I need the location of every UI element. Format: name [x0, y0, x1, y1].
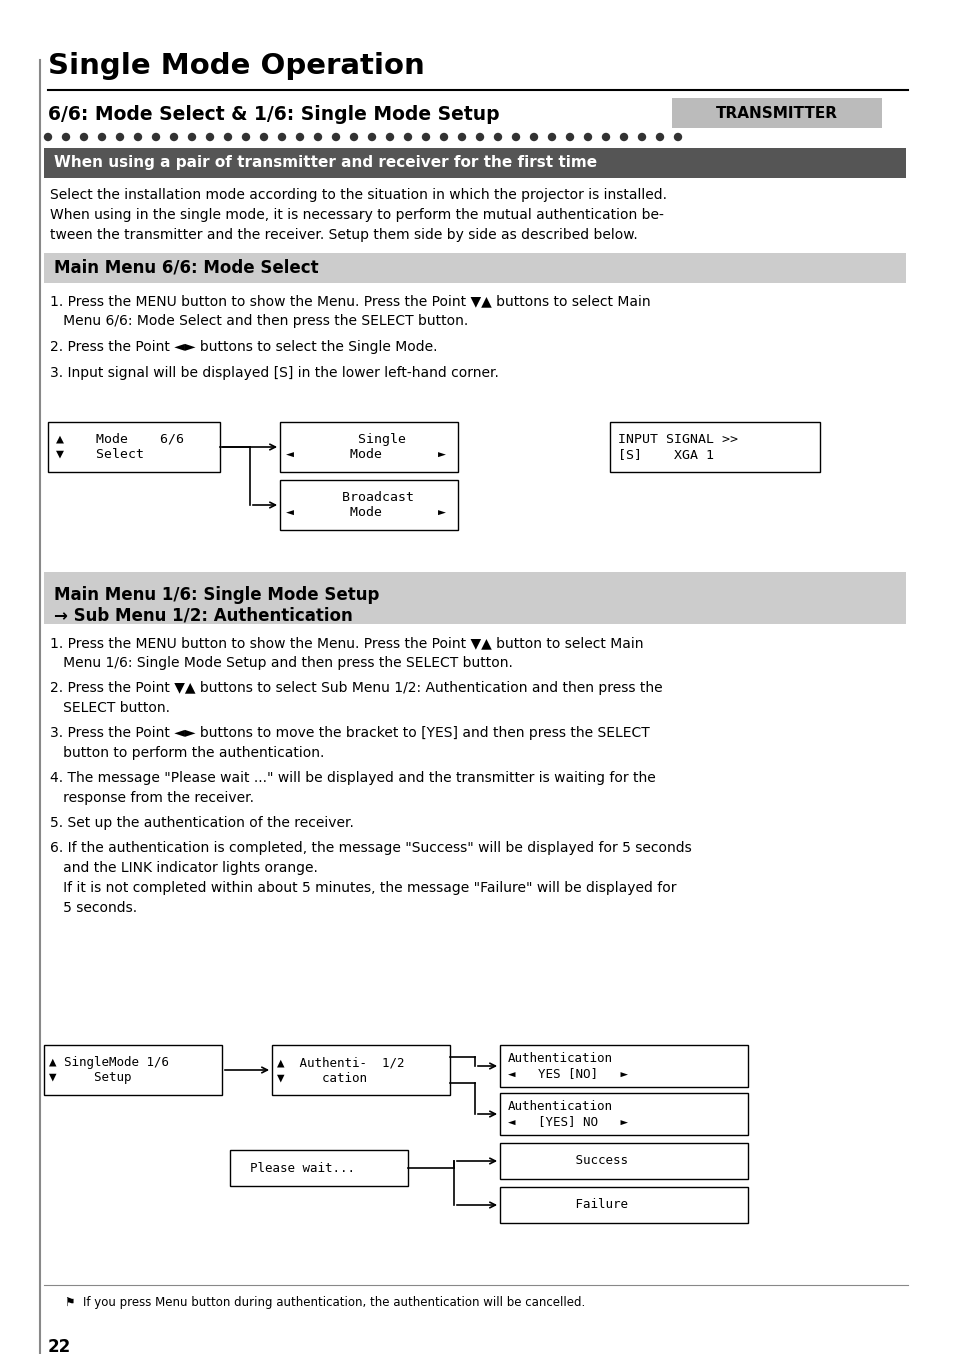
- Circle shape: [656, 134, 662, 141]
- Bar: [44, 571, 905, 624]
- Circle shape: [242, 134, 250, 141]
- Circle shape: [548, 134, 555, 141]
- Text: When using in the single mode, it is necessary to perform the mutual authenticat: When using in the single mode, it is nec…: [50, 209, 663, 222]
- Text: response from the receiver.: response from the receiver.: [50, 791, 253, 806]
- Circle shape: [350, 134, 357, 141]
- Text: 4. The message "Please wait ..." will be displayed and the transmitter is waitin: 4. The message "Please wait ..." will be…: [50, 770, 655, 785]
- Circle shape: [530, 134, 537, 141]
- Text: → Sub Menu 1/2: Authentication: → Sub Menu 1/2: Authentication: [54, 607, 353, 624]
- Circle shape: [63, 134, 70, 141]
- Text: 2. Press the Point ◄► buttons to select the Single Mode.: 2. Press the Point ◄► buttons to select …: [50, 340, 437, 353]
- Circle shape: [171, 134, 177, 141]
- Circle shape: [152, 134, 159, 141]
- Circle shape: [494, 134, 501, 141]
- Text: ▲    Mode    6/6
▼    Select: ▲ Mode 6/6 ▼ Select: [56, 433, 184, 460]
- Text: 1. Press the MENU button to show the Menu. Press the Point ▼▲ buttons to select : 1. Press the MENU button to show the Men…: [50, 294, 650, 307]
- Bar: [230, 1150, 408, 1186]
- Bar: [499, 1143, 747, 1179]
- Circle shape: [333, 134, 339, 141]
- Text: Failure: Failure: [507, 1198, 627, 1212]
- Text: ▲ SingleMode 1/6
▼     Setup: ▲ SingleMode 1/6 ▼ Setup: [49, 1056, 169, 1085]
- Circle shape: [404, 134, 411, 141]
- Circle shape: [368, 134, 375, 141]
- Text: Authentication
◄   YES [NO]   ►: Authentication ◄ YES [NO] ►: [507, 1052, 627, 1080]
- Text: When using a pair of transmitter and receiver for the first time: When using a pair of transmitter and rec…: [54, 156, 597, 171]
- Circle shape: [206, 134, 213, 141]
- Text: Select the installation mode according to the situation in which the projector i: Select the installation mode according t…: [50, 188, 666, 202]
- Circle shape: [189, 134, 195, 141]
- Text: Menu 1/6: Single Mode Setup and then press the SELECT button.: Menu 1/6: Single Mode Setup and then pre…: [50, 655, 513, 670]
- Circle shape: [386, 134, 393, 141]
- Text: and the LINK indicator lights orange.: and the LINK indicator lights orange.: [50, 861, 317, 875]
- Text: SELECT button.: SELECT button.: [50, 701, 170, 715]
- Bar: [44, 253, 905, 283]
- Text: 6. If the authentication is completed, the message "Success" will be displayed f: 6. If the authentication is completed, t…: [50, 841, 691, 854]
- Bar: [499, 1187, 747, 1223]
- Bar: [44, 148, 905, 177]
- Bar: [280, 422, 457, 473]
- Circle shape: [134, 134, 141, 141]
- Text: 22: 22: [48, 1338, 71, 1354]
- Circle shape: [314, 134, 321, 141]
- Text: Broadcast
◄       Mode       ►: Broadcast ◄ Mode ►: [286, 492, 446, 519]
- Circle shape: [566, 134, 573, 141]
- Text: Menu 6/6: Mode Select and then press the SELECT button.: Menu 6/6: Mode Select and then press the…: [50, 314, 468, 328]
- Text: Success: Success: [507, 1155, 627, 1167]
- Text: ▲  Authenti-  1/2
▼     cation: ▲ Authenti- 1/2 ▼ cation: [276, 1056, 404, 1085]
- Text: Main Menu 6/6: Mode Select: Main Menu 6/6: Mode Select: [54, 259, 318, 278]
- Circle shape: [638, 134, 645, 141]
- Circle shape: [80, 134, 88, 141]
- Text: Single Mode Operation: Single Mode Operation: [48, 51, 424, 80]
- Circle shape: [602, 134, 609, 141]
- Bar: [48, 422, 220, 473]
- Text: Authentication
◄   [YES] NO   ►: Authentication ◄ [YES] NO ►: [507, 1099, 627, 1128]
- Circle shape: [278, 134, 285, 141]
- Circle shape: [260, 134, 267, 141]
- Text: Single
◄       Mode       ►: Single ◄ Mode ►: [286, 433, 446, 460]
- Circle shape: [98, 134, 106, 141]
- Circle shape: [674, 134, 680, 141]
- Text: 1. Press the MENU button to show the Menu. Press the Point ▼▲ button to select M: 1. Press the MENU button to show the Men…: [50, 636, 643, 650]
- Circle shape: [440, 134, 447, 141]
- Text: TRANSMITTER: TRANSMITTER: [716, 106, 837, 121]
- Bar: [280, 481, 457, 529]
- Text: 3. Press the Point ◄► buttons to move the bracket to [YES] and then press the SE: 3. Press the Point ◄► buttons to move th…: [50, 726, 649, 741]
- Circle shape: [45, 134, 51, 141]
- Text: 5. Set up the authentication of the receiver.: 5. Set up the authentication of the rece…: [50, 816, 354, 830]
- Text: 6/6: Mode Select & 1/6: Single Mode Setup: 6/6: Mode Select & 1/6: Single Mode Setu…: [48, 106, 499, 125]
- Circle shape: [584, 134, 591, 141]
- Text: ⚑  If you press Menu button during authentication, the authentication will be ca: ⚑ If you press Menu button during authen…: [65, 1296, 584, 1309]
- Bar: [499, 1093, 747, 1135]
- Circle shape: [116, 134, 123, 141]
- Text: 5 seconds.: 5 seconds.: [50, 900, 137, 915]
- Text: 3. Input signal will be displayed [S] in the lower left-hand corner.: 3. Input signal will be displayed [S] in…: [50, 366, 498, 380]
- Circle shape: [476, 134, 483, 141]
- Text: Please wait...: Please wait...: [234, 1162, 355, 1174]
- Circle shape: [224, 134, 232, 141]
- Circle shape: [619, 134, 627, 141]
- Text: Main Menu 1/6: Single Mode Setup: Main Menu 1/6: Single Mode Setup: [54, 586, 379, 604]
- Text: 2. Press the Point ▼▲ buttons to select Sub Menu 1/2: Authentication and then pr: 2. Press the Point ▼▲ buttons to select …: [50, 681, 662, 695]
- Circle shape: [296, 134, 303, 141]
- Bar: [272, 1045, 450, 1095]
- Circle shape: [512, 134, 519, 141]
- Text: button to perform the authentication.: button to perform the authentication.: [50, 746, 324, 760]
- Bar: [499, 1045, 747, 1087]
- Bar: [44, 1045, 222, 1095]
- Bar: [671, 97, 882, 129]
- Circle shape: [458, 134, 465, 141]
- Circle shape: [422, 134, 429, 141]
- Text: INPUT SIGNAL >>
[S]    XGA 1: INPUT SIGNAL >> [S] XGA 1: [618, 433, 738, 460]
- Text: tween the transmitter and the receiver. Setup them side by side as described bel: tween the transmitter and the receiver. …: [50, 227, 638, 242]
- Bar: [609, 422, 820, 473]
- Text: If it is not completed within about 5 minutes, the message "Failure" will be dis: If it is not completed within about 5 mi…: [50, 881, 676, 895]
